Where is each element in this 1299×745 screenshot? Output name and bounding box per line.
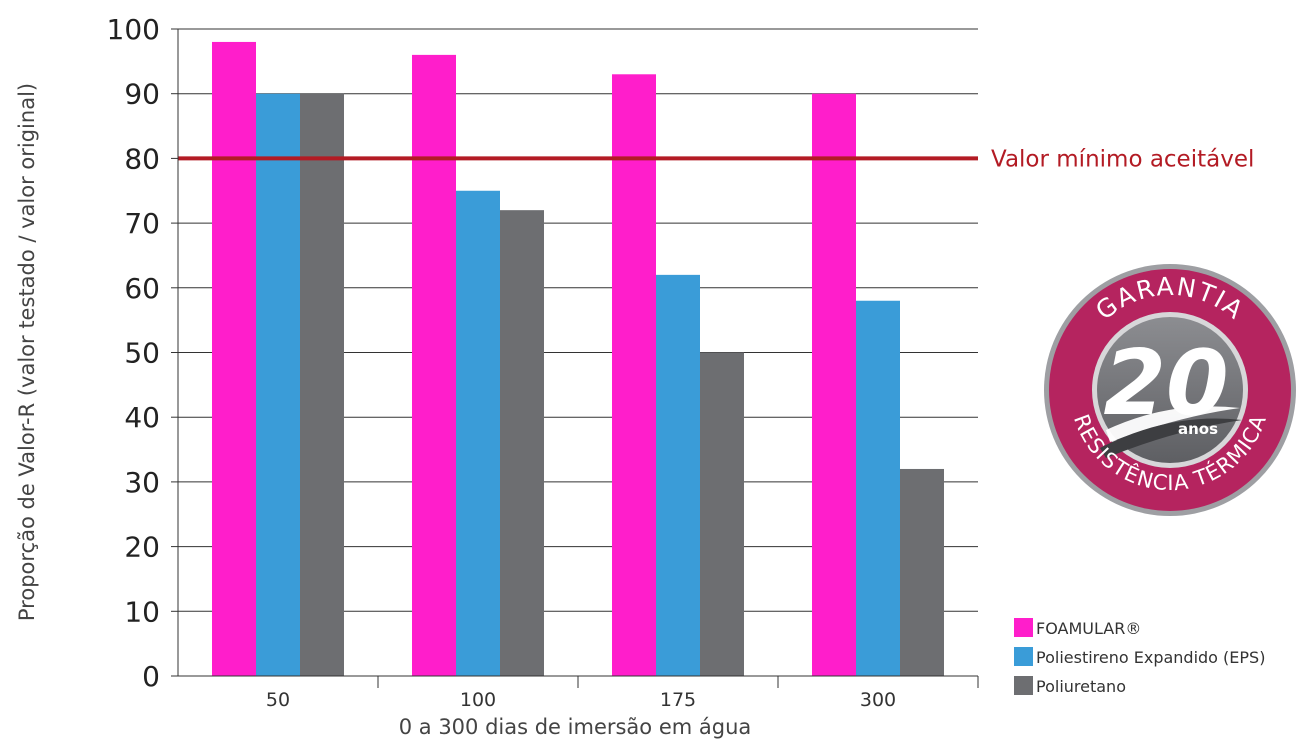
bar — [412, 54, 456, 676]
badge-number: 20 — [1103, 331, 1228, 436]
bar — [300, 93, 344, 676]
y-tick-label: 40 — [124, 401, 160, 434]
x-tick-label: 175 — [660, 689, 696, 711]
bar — [812, 93, 856, 676]
y-tick-label: 80 — [124, 142, 160, 175]
bar — [856, 300, 900, 676]
legend-swatch — [1014, 647, 1033, 666]
bar — [256, 93, 300, 676]
legend: FOAMULAR® Poliestireno Expandido (EPS) Pol… — [1014, 618, 1265, 696]
bar — [700, 352, 744, 676]
bars-group — [212, 41, 944, 677]
legend-label: Poliestireno Expandido (EPS) — [1036, 648, 1265, 667]
reference-line-group: Valor mínimo aceitável — [178, 146, 1254, 172]
x-tick-label: 100 — [460, 689, 496, 711]
y-tick-label: 0 — [142, 660, 160, 693]
legend-swatch — [1014, 676, 1033, 695]
y-tick-label: 30 — [124, 466, 160, 499]
badge-swoosh-dark — [1100, 418, 1242, 458]
bar — [456, 190, 500, 676]
y-axis-title: Proporção de Valor-R (valor testado / va… — [15, 83, 39, 621]
y-tick-label: 20 — [124, 531, 160, 564]
y-tick-label: 90 — [124, 78, 160, 111]
y-tick-label: 60 — [124, 272, 160, 305]
bar — [212, 41, 256, 676]
bar — [500, 210, 544, 676]
legend-label: FOAMULAR® — [1036, 619, 1141, 638]
y-tick-label: 10 — [124, 595, 160, 628]
reference-line-label: Valor mínimo aceitável — [991, 146, 1254, 172]
x-tick-label: 300 — [860, 689, 896, 711]
legend-label: Poliuretano — [1036, 677, 1126, 696]
warranty-badge: GARANTIA 20 anos RESISTÊNCIA TÉRMICA — [1044, 264, 1296, 516]
y-tick-label: 50 — [124, 337, 160, 370]
badge-unit: anos — [1178, 420, 1218, 438]
badge-swoosh — [1106, 406, 1240, 442]
x-axis-title: 0 a 300 dias de imersão em água — [399, 715, 752, 739]
x-tick-label: 50 — [266, 689, 290, 711]
y-tick-label: 70 — [124, 207, 160, 240]
bar — [612, 74, 656, 677]
axes-group: 0 10 20 30 40 50 60 70 80 90 100 50 100 175 300 — [107, 13, 979, 711]
bar — [656, 274, 700, 676]
bar — [900, 468, 944, 676]
legend-swatch — [1014, 618, 1033, 637]
y-tick-label: 100 — [107, 13, 160, 46]
